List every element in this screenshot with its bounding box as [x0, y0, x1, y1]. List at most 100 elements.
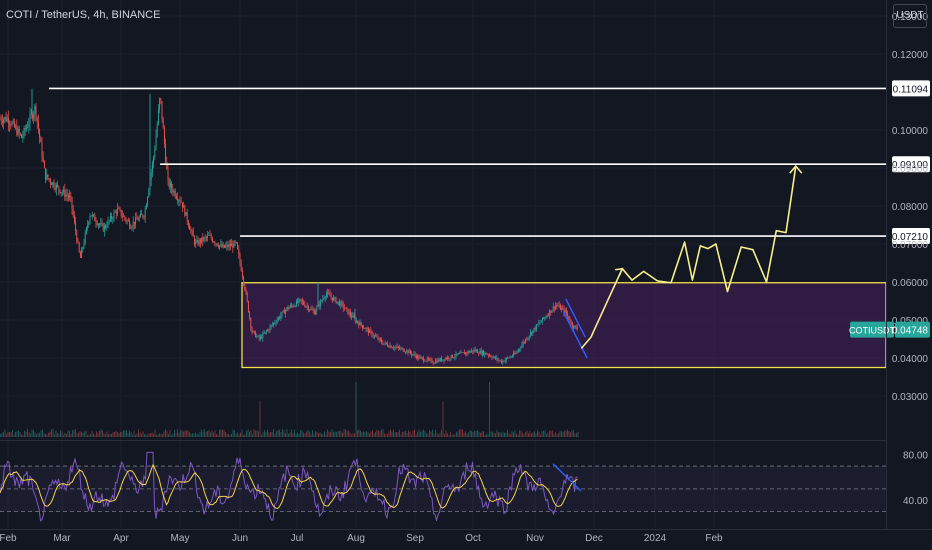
volume-bar	[199, 431, 201, 437]
volume-bar	[243, 434, 244, 437]
candle-body	[381, 340, 383, 343]
volume-bar	[88, 434, 90, 437]
currency-button[interactable]: USDT	[893, 4, 927, 28]
volume-bar	[402, 431, 403, 437]
candle-body	[28, 123, 30, 127]
candle-body	[101, 222, 103, 224]
candle-body	[341, 301, 343, 304]
pane-divider[interactable]	[0, 440, 886, 441]
candle-body	[10, 124, 12, 126]
candle-body	[249, 312, 251, 319]
volume-bar	[193, 433, 195, 437]
volume-bar	[202, 431, 204, 437]
candle-body	[215, 243, 217, 245]
volume-bar	[247, 429, 249, 437]
volume-bar	[9, 432, 10, 437]
candle-body	[540, 321, 542, 323]
volume-bar	[282, 429, 283, 437]
price-axis-divider	[886, 0, 887, 530]
candle-body	[529, 332, 531, 336]
candle-body	[447, 357, 449, 360]
candle-body	[120, 210, 122, 217]
candle-body	[219, 245, 221, 248]
volume-bar	[156, 434, 157, 437]
candle-body	[427, 358, 429, 360]
volume-bar	[492, 431, 493, 437]
candle-body	[108, 220, 110, 221]
price-tick-label: 0.13000	[892, 12, 929, 23]
volume-bar	[246, 431, 247, 437]
candle-body	[287, 307, 289, 310]
volume-bar	[450, 432, 451, 437]
candle-body	[409, 350, 411, 354]
volume-bar	[466, 433, 468, 437]
volume-bar	[208, 430, 210, 437]
candle-body	[147, 197, 149, 205]
candle-body	[479, 350, 481, 354]
volume-bar	[444, 434, 445, 437]
volume-bar	[18, 430, 19, 437]
candle-body	[399, 347, 401, 349]
volume-bar	[357, 430, 358, 437]
volume-bar	[163, 431, 165, 437]
candle-body	[373, 335, 375, 337]
candle-body	[311, 308, 313, 310]
volume-bar	[249, 431, 250, 437]
candle-body	[139, 213, 141, 218]
candle-body	[301, 300, 303, 302]
volume-bar	[447, 433, 448, 437]
volume-bar	[201, 429, 202, 437]
candle-body	[340, 301, 342, 306]
candle-body	[135, 217, 137, 225]
last-price-badge	[895, 321, 930, 338]
candle-body	[144, 208, 146, 218]
candle-body	[6, 118, 8, 122]
candle-body	[245, 289, 247, 293]
volume-bar	[516, 433, 517, 437]
candle-body	[435, 360, 437, 363]
volume-bar	[408, 430, 409, 437]
volume-bar	[352, 433, 354, 437]
candle-body	[61, 192, 63, 193]
candle-body	[385, 342, 387, 344]
volume-bar	[376, 429, 378, 437]
volume-bar	[315, 431, 316, 437]
volume-bar	[547, 432, 549, 437]
volume-bar	[225, 431, 226, 437]
candle-body	[202, 237, 204, 242]
candle-body	[463, 352, 465, 355]
candle-body	[412, 354, 414, 355]
symbol-title[interactable]: COTI / TetherUS, 4h, BINANCE	[6, 9, 161, 21]
candle-body	[210, 235, 212, 239]
volume-bar	[1, 432, 3, 437]
candle-body	[121, 216, 123, 217]
candle-body	[375, 335, 377, 337]
time-tick-label: Jun	[232, 533, 248, 544]
candle-body	[190, 229, 192, 231]
candle-body	[475, 350, 477, 352]
volume-bar	[84, 431, 85, 437]
candle-body	[568, 315, 570, 320]
candle-body	[112, 218, 114, 220]
time-tick-label: Jul	[291, 533, 304, 544]
candle-body	[70, 195, 72, 198]
volume-bar	[442, 401, 444, 437]
candle-body	[107, 220, 109, 227]
candle-body	[19, 133, 21, 135]
volume-bar	[241, 429, 243, 437]
candle-body	[275, 322, 277, 324]
candle-body	[429, 359, 431, 360]
volume-bar	[162, 434, 163, 437]
volume-bar	[301, 430, 303, 437]
candle-body	[83, 242, 85, 248]
candle-body	[502, 360, 504, 363]
candle-body	[214, 242, 216, 244]
candle-body	[471, 350, 473, 352]
volume-bar	[99, 430, 100, 437]
candle-body	[131, 226, 133, 229]
volume-bar	[495, 433, 496, 437]
candle-body	[145, 204, 147, 209]
rsi-trendline	[552, 463, 582, 492]
candle-body	[559, 305, 561, 310]
